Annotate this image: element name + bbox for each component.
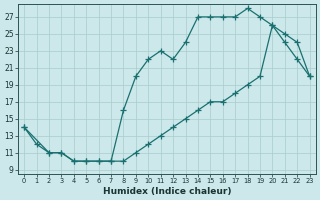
X-axis label: Humidex (Indice chaleur): Humidex (Indice chaleur) bbox=[103, 187, 231, 196]
